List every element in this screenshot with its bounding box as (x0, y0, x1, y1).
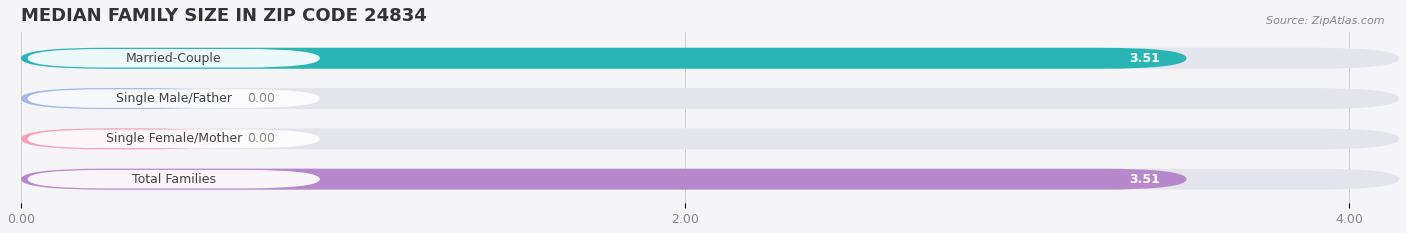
Text: 0.00: 0.00 (247, 92, 274, 105)
FancyBboxPatch shape (21, 88, 1399, 109)
Text: 0.00: 0.00 (247, 132, 274, 145)
FancyBboxPatch shape (28, 89, 319, 108)
FancyBboxPatch shape (28, 49, 319, 68)
FancyBboxPatch shape (21, 48, 1399, 69)
FancyBboxPatch shape (21, 88, 226, 109)
FancyBboxPatch shape (28, 170, 319, 188)
FancyBboxPatch shape (21, 48, 1187, 69)
FancyBboxPatch shape (21, 169, 1187, 190)
Text: Single Male/Father: Single Male/Father (115, 92, 232, 105)
Text: 3.51: 3.51 (1129, 173, 1160, 186)
FancyBboxPatch shape (21, 128, 1399, 149)
Text: Total Families: Total Families (132, 173, 215, 186)
FancyBboxPatch shape (21, 169, 1399, 190)
Text: Source: ZipAtlas.com: Source: ZipAtlas.com (1267, 16, 1385, 26)
FancyBboxPatch shape (28, 130, 319, 148)
Text: MEDIAN FAMILY SIZE IN ZIP CODE 24834: MEDIAN FAMILY SIZE IN ZIP CODE 24834 (21, 7, 426, 25)
Text: Single Female/Mother: Single Female/Mother (105, 132, 242, 145)
Text: 3.51: 3.51 (1129, 52, 1160, 65)
Text: Married-Couple: Married-Couple (127, 52, 222, 65)
FancyBboxPatch shape (21, 128, 226, 149)
